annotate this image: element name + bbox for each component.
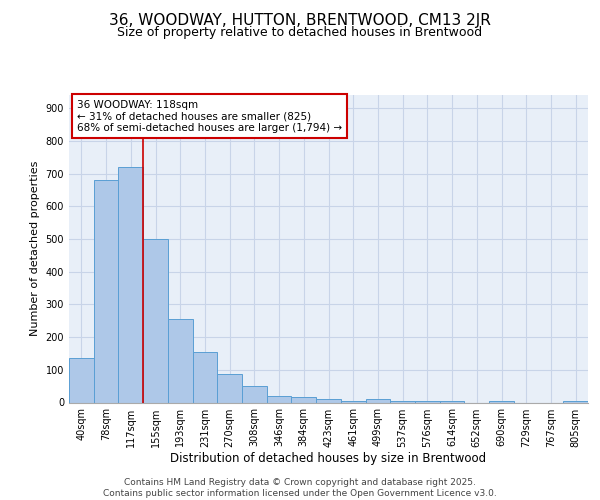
Bar [118,167,143,402]
Bar [390,400,415,402]
Bar [365,399,390,402]
Text: Size of property relative to detached houses in Brentwood: Size of property relative to detached ho… [118,26,482,39]
Bar [563,401,588,402]
Bar [292,396,316,402]
Bar [267,396,292,402]
Bar [143,239,168,402]
Bar [415,400,440,402]
Bar [489,401,514,402]
Bar [316,399,341,402]
X-axis label: Distribution of detached houses by size in Brentwood: Distribution of detached houses by size … [170,452,487,466]
Text: 36, WOODWAY, HUTTON, BRENTWOOD, CM13 2JR: 36, WOODWAY, HUTTON, BRENTWOOD, CM13 2JR [109,12,491,28]
Bar [69,358,94,403]
Text: Contains HM Land Registry data © Crown copyright and database right 2025.
Contai: Contains HM Land Registry data © Crown c… [103,478,497,498]
Bar [341,401,365,402]
Y-axis label: Number of detached properties: Number of detached properties [30,161,40,336]
Bar [193,352,217,403]
Text: 36 WOODWAY: 118sqm
← 31% of detached houses are smaller (825)
68% of semi-detach: 36 WOODWAY: 118sqm ← 31% of detached hou… [77,100,342,133]
Bar [217,374,242,402]
Bar [94,180,118,402]
Bar [242,386,267,402]
Bar [440,401,464,402]
Bar [168,319,193,402]
